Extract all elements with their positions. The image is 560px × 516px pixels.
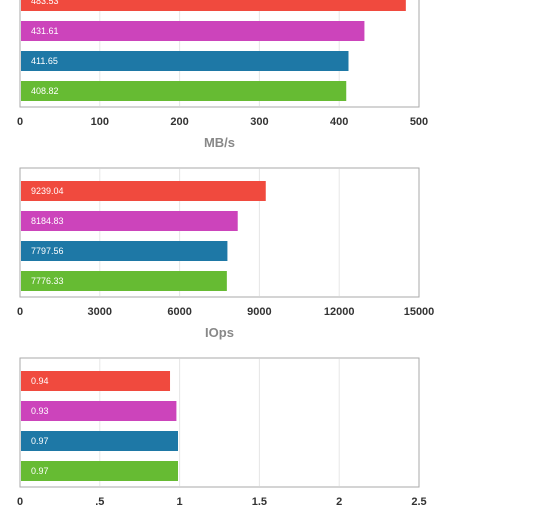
- bar: [21, 371, 171, 391]
- bar: [21, 51, 349, 71]
- bar: [21, 0, 406, 11]
- x-tick-label: 0: [17, 116, 23, 128]
- x-tick-label: 0: [17, 496, 23, 508]
- x-tick-label: 1.5: [252, 496, 267, 508]
- bar-value-label: 0.97: [31, 466, 49, 476]
- bar: [21, 401, 177, 421]
- x-tick-label: 6000: [167, 306, 191, 318]
- x-tick-label: 3000: [88, 306, 112, 318]
- x-tick-label: 15000: [404, 306, 435, 318]
- bar: [21, 211, 238, 231]
- bar-value-label: 411.65: [31, 56, 58, 66]
- x-tick-label: 400: [330, 116, 348, 128]
- x-tick-label: 300: [250, 116, 268, 128]
- bar-value-label: 8184.83: [31, 216, 64, 226]
- bar: [21, 181, 266, 201]
- x-tick-label: .5: [95, 496, 104, 508]
- x-tick-label: 0: [17, 306, 23, 318]
- x-tick-label: 12000: [324, 306, 355, 318]
- x-tick-label: 2.5: [411, 496, 426, 508]
- bar-value-label: 431.61: [31, 26, 59, 36]
- bar: [21, 81, 347, 101]
- bar-value-label: 0.94: [31, 376, 49, 386]
- bar: [21, 21, 365, 41]
- bar-value-label: 9239.04: [31, 186, 64, 196]
- x-tick-label: 9000: [247, 306, 271, 318]
- x-axis-title: MB/s: [204, 135, 235, 150]
- x-axis-title: IOps: [205, 325, 234, 340]
- bar-value-label: 408.82: [31, 86, 59, 96]
- x-tick-label: 500: [410, 116, 428, 128]
- bar-value-label: 7776.33: [31, 276, 64, 286]
- x-tick-label: 2: [336, 496, 342, 508]
- bar: [21, 241, 228, 261]
- bar: [21, 461, 179, 481]
- x-tick-label: 100: [91, 116, 109, 128]
- bar-value-label: 0.93: [31, 406, 49, 416]
- bar-value-label: 0.97: [31, 436, 49, 446]
- bar: [21, 431, 179, 451]
- bar-value-label: 483.53: [31, 0, 59, 6]
- x-tick-label: 200: [170, 116, 188, 128]
- bar: [21, 271, 227, 291]
- bar-value-label: 7797.56: [31, 246, 64, 256]
- x-tick-label: 1: [177, 496, 183, 508]
